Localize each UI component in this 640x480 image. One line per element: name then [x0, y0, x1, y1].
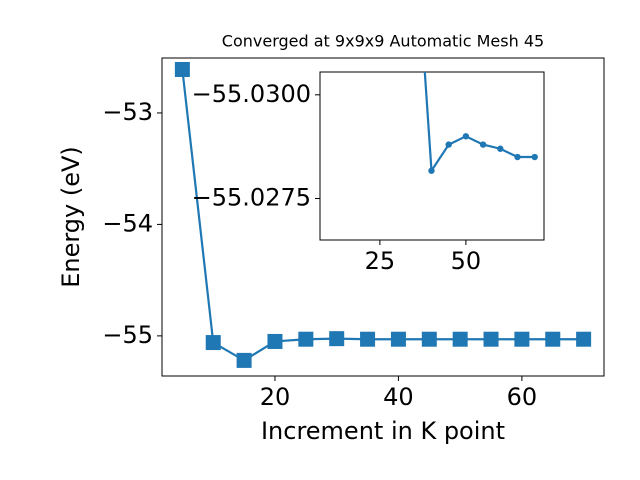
marker — [531, 153, 538, 161]
marker — [452, 331, 468, 347]
y-tick-label: −53 — [102, 98, 153, 126]
x-tick-label: 50 — [451, 247, 482, 275]
y-tick-label: −55 — [102, 321, 153, 349]
marker — [479, 141, 487, 148]
marker — [545, 331, 561, 347]
y-axis-label: Energy (eV) — [57, 146, 85, 288]
marker — [267, 333, 283, 349]
y-tick-label: −54 — [102, 209, 153, 237]
marker — [576, 331, 592, 347]
x-tick-label: 20 — [260, 383, 291, 411]
series — [423, 72, 538, 175]
x-tick-label: 60 — [507, 383, 538, 411]
marker — [360, 331, 376, 347]
y-tick-label: −55.0300 — [192, 80, 311, 108]
marker — [174, 61, 190, 77]
x-tick-label: 40 — [383, 383, 414, 411]
series — [174, 61, 592, 368]
marker — [236, 352, 252, 368]
marker — [329, 331, 345, 347]
marker — [514, 331, 530, 347]
x-tick-label: 25 — [365, 247, 396, 275]
y-tick-label: −55.0275 — [192, 184, 311, 212]
marker — [445, 141, 452, 148]
marker — [298, 331, 314, 347]
marker — [514, 153, 521, 161]
plot-area — [319, 71, 545, 241]
marker — [428, 167, 435, 174]
marker — [497, 145, 504, 152]
marker — [390, 331, 406, 347]
marker — [421, 331, 437, 347]
marker — [483, 331, 499, 347]
x-axis-label: Increment in K point — [261, 417, 505, 445]
marker — [205, 335, 221, 351]
marker — [462, 133, 470, 140]
chart-title: Converged at 9x9x9 Automatic Mesh 45 — [222, 32, 544, 51]
